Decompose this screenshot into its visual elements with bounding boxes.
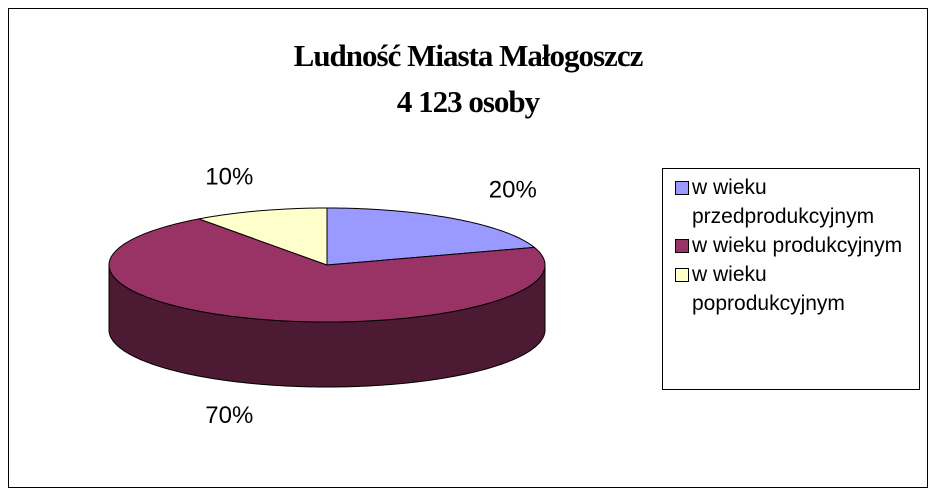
legend-swatch [675,239,689,253]
legend: w wieku przedprodukcyjnym w wieku produkc… [662,168,920,390]
pie-slice [108,218,546,323]
legend-label: w wieku przedprodukcyjnym [692,176,875,228]
chart-subtitle: 4 123 osoby [397,84,541,119]
pie-slice [196,207,328,266]
legend-label: w wieku produkcyjnym [692,234,903,257]
legend-swatch [675,268,689,282]
legend-entry: w wieku poprodukcyjnym [675,260,919,318]
legend-entry: w wieku produkcyjnym [675,231,919,260]
value-label: 10% [205,164,253,191]
pie-slice [326,207,536,266]
legend-entry: w wieku przedprodukcyjnym [675,173,919,231]
legend-swatch [675,181,689,195]
legend-label: w wieku poprodukcyjnym [692,263,845,315]
chart-title: Ludność Miasta Małogoszcz [294,38,644,73]
value-label: 70% [205,402,253,429]
value-label: 20% [489,177,537,204]
